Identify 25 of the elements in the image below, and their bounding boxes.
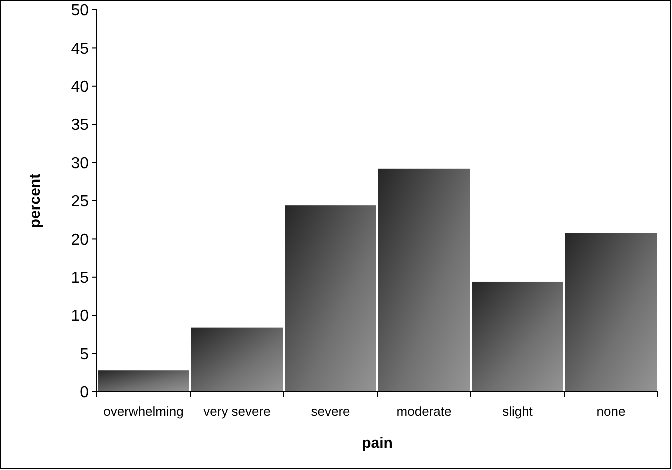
y-tick-label: 50: [71, 2, 90, 20]
y-tick-label: 45: [71, 40, 90, 58]
x-tick-label: overwhelming: [104, 404, 184, 419]
y-tick-label: 10: [71, 308, 90, 326]
x-tick-label: very severe: [204, 404, 271, 419]
bar: [192, 328, 283, 392]
bar: [98, 370, 190, 392]
y-tick-label: 5: [80, 346, 90, 364]
x-tick-label: slight: [502, 404, 534, 419]
y-tick-label: 40: [71, 79, 90, 96]
bar: [472, 282, 564, 392]
y-axis-title: percent: [27, 174, 44, 228]
y-tick-label: 30: [71, 155, 90, 172]
y-tick-label: 15: [71, 270, 90, 287]
bar: [285, 206, 376, 392]
x-tick-label: moderate: [396, 404, 452, 419]
y-tick-label: 35: [71, 117, 90, 134]
bar: [378, 168, 470, 392]
x-axis-title: pain: [362, 435, 393, 452]
bar: [566, 233, 657, 392]
y-tick-label: 20: [71, 232, 90, 249]
x-tick-label: none: [596, 404, 626, 419]
y-tick-label: 0: [80, 384, 90, 402]
x-tick-label: severe: [311, 404, 350, 419]
y-tick-label: 25: [71, 194, 90, 211]
